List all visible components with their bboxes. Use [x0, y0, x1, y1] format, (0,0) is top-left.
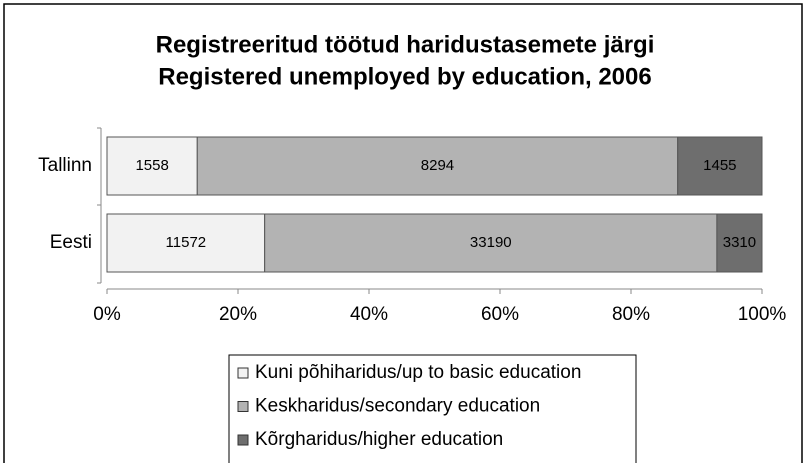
- x-tick-label: 0%: [93, 304, 121, 325]
- data-label: 3310: [723, 234, 756, 251]
- x-tick-label: 100%: [738, 304, 787, 325]
- legend-frame: [228, 354, 637, 463]
- data-label: 1455: [703, 157, 736, 174]
- bar-segment: [106, 136, 198, 196]
- legend-swatch: [237, 401, 249, 412]
- data-label: 33190: [470, 234, 512, 251]
- x-tick-label: 80%: [612, 304, 650, 325]
- bar-segment: [106, 213, 266, 273]
- bar-segment: [264, 213, 718, 273]
- x-tick-label: 60%: [481, 304, 519, 325]
- legend-label: Kuni põhiharidus/up to basic education: [255, 362, 581, 383]
- x-tick-label: 40%: [350, 304, 388, 325]
- data-label: 8294: [421, 157, 454, 174]
- category-label: Tallinn: [38, 155, 92, 176]
- data-label: 11572: [166, 234, 207, 251]
- bar-segment: [716, 213, 763, 273]
- bar-segment: [677, 136, 763, 196]
- chart-subtitle: Registered unemployed by education, 2006: [158, 63, 651, 90]
- category-label: Eesti: [50, 232, 92, 253]
- bar-segment: [196, 136, 679, 196]
- legend-swatch: [237, 367, 249, 379]
- legend-label: Kõrgharidus/higher education: [255, 429, 503, 450]
- legend-label: Keskharidus/secondary education: [255, 396, 540, 417]
- legend-swatch: [237, 434, 249, 446]
- data-label: 1558: [135, 157, 168, 174]
- chart-title: Registreeritud töötud haridustasemete jä…: [156, 31, 655, 58]
- x-tick-label: 20%: [219, 304, 257, 325]
